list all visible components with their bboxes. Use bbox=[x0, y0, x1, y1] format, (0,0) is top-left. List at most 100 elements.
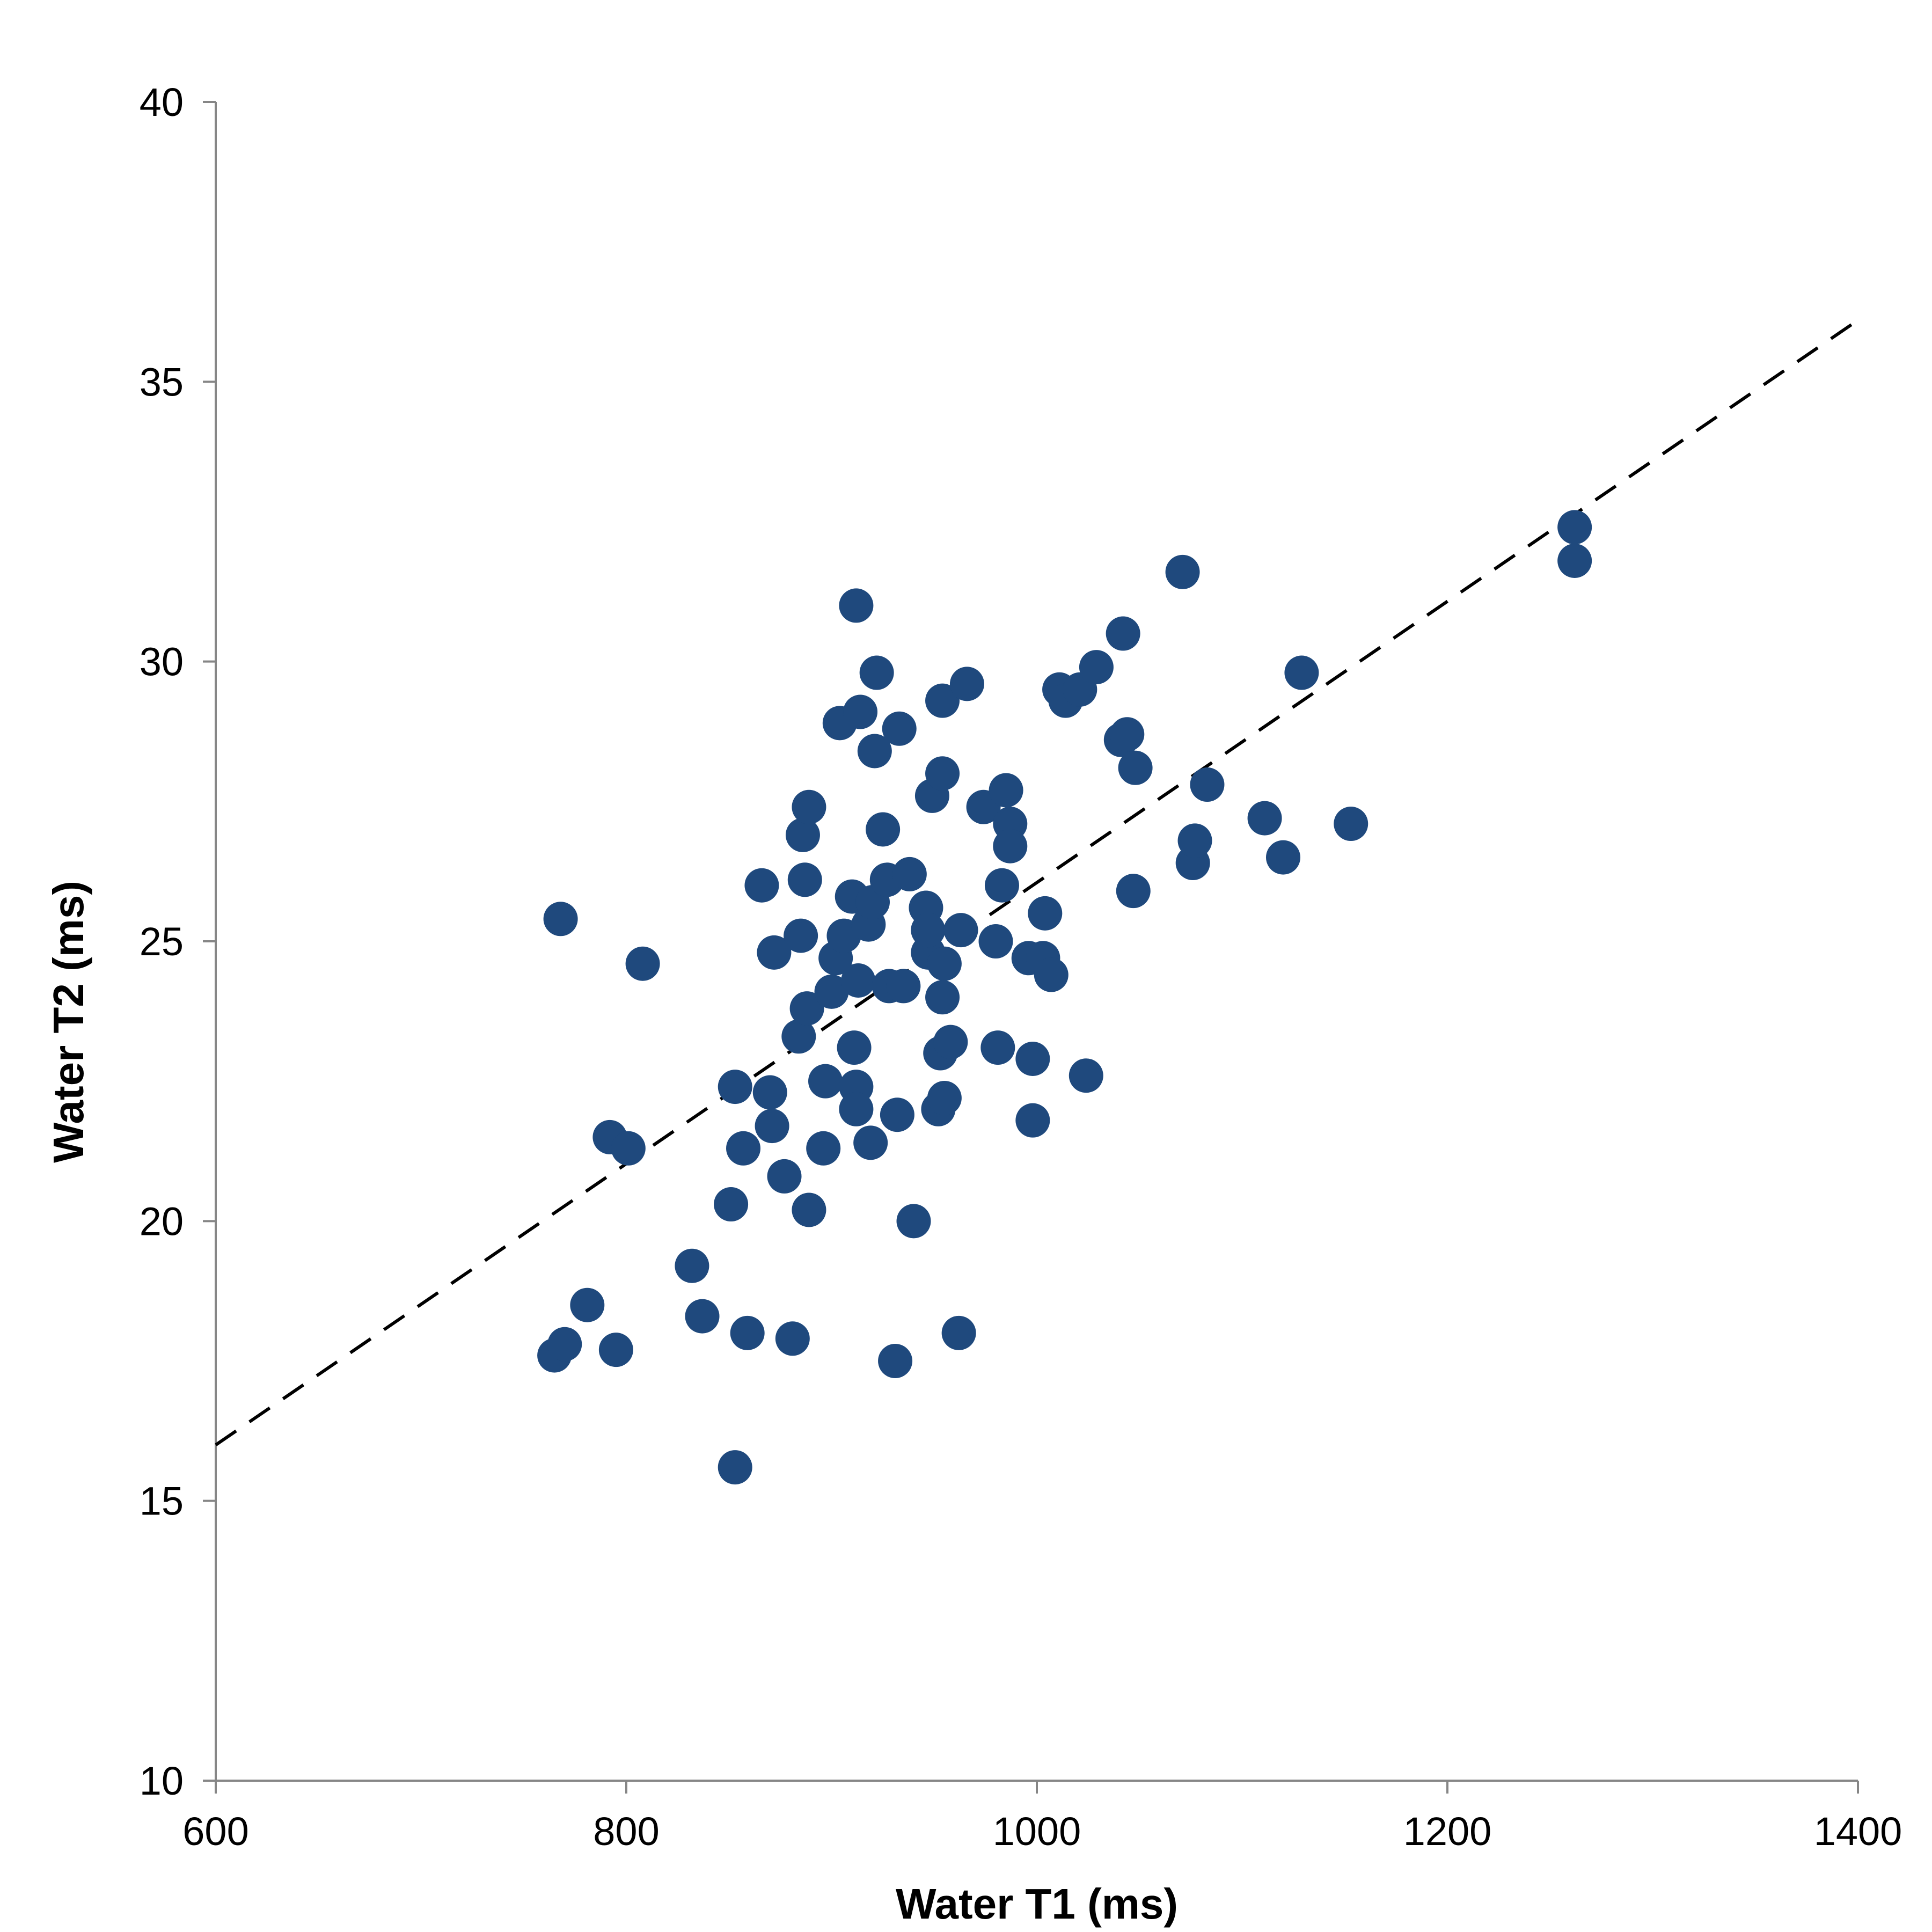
data-point bbox=[933, 1024, 968, 1059]
data-point bbox=[1247, 801, 1282, 836]
x-tick-label: 600 bbox=[182, 1809, 248, 1854]
x-tick-label: 800 bbox=[593, 1809, 659, 1854]
x-tick-label: 1200 bbox=[1403, 1809, 1492, 1854]
data-point bbox=[882, 711, 917, 746]
data-point bbox=[784, 918, 818, 953]
data-point bbox=[1266, 840, 1300, 875]
data-point bbox=[730, 1315, 765, 1350]
y-tick-label: 10 bbox=[140, 1759, 184, 1803]
data-point bbox=[806, 1131, 841, 1166]
data-point bbox=[1190, 767, 1225, 802]
y-tick-label: 15 bbox=[140, 1479, 184, 1524]
data-point bbox=[886, 969, 921, 1004]
y-tick-label: 30 bbox=[140, 640, 184, 684]
data-point bbox=[925, 980, 960, 1015]
data-point bbox=[839, 588, 874, 623]
data-point bbox=[792, 789, 826, 824]
data-point bbox=[744, 868, 779, 903]
data-point bbox=[1177, 823, 1212, 858]
data-point bbox=[767, 1159, 802, 1194]
data-point bbox=[1557, 543, 1592, 578]
data-point bbox=[625, 946, 660, 981]
data-point bbox=[941, 1315, 976, 1350]
data-point bbox=[1106, 616, 1140, 651]
data-point bbox=[989, 773, 1023, 808]
y-tick-label: 35 bbox=[140, 360, 184, 404]
data-point bbox=[841, 963, 876, 998]
data-point bbox=[752, 1075, 787, 1110]
data-point bbox=[789, 991, 824, 1026]
x-axis-title: Water T1 (ms) bbox=[896, 1880, 1178, 1928]
data-point bbox=[925, 683, 960, 718]
data-point bbox=[775, 1321, 810, 1356]
data-point bbox=[787, 862, 822, 897]
data-point bbox=[1015, 1041, 1050, 1076]
data-point bbox=[1116, 874, 1151, 909]
x-tick-label: 1400 bbox=[1814, 1809, 1902, 1854]
data-point bbox=[880, 1097, 914, 1132]
data-point bbox=[943, 913, 978, 948]
data-point bbox=[1334, 807, 1368, 841]
data-point bbox=[839, 1092, 874, 1126]
data-point bbox=[993, 829, 1028, 863]
y-tick-label: 40 bbox=[140, 80, 184, 125]
data-point bbox=[1028, 896, 1063, 931]
data-point bbox=[611, 1131, 646, 1166]
data-point bbox=[1034, 957, 1069, 992]
data-point bbox=[1110, 717, 1145, 752]
data-point bbox=[757, 935, 792, 970]
data-points bbox=[537, 510, 1592, 1485]
data-point bbox=[843, 694, 878, 729]
data-point bbox=[911, 913, 946, 948]
data-point bbox=[792, 1192, 826, 1227]
x-ticks: 600 800 1000 1200 1400 bbox=[182, 1781, 1902, 1854]
data-point bbox=[853, 1125, 888, 1160]
data-point bbox=[857, 734, 892, 769]
data-point bbox=[892, 857, 927, 891]
data-point bbox=[878, 1344, 913, 1378]
data-point bbox=[978, 924, 1013, 958]
data-point bbox=[808, 1064, 843, 1099]
data-point bbox=[755, 1109, 789, 1144]
data-point bbox=[949, 667, 984, 701]
data-point bbox=[598, 1333, 633, 1367]
data-point bbox=[714, 1187, 749, 1222]
data-point bbox=[675, 1248, 709, 1283]
trendline-group bbox=[215, 319, 1859, 1446]
data-point bbox=[859, 655, 894, 690]
y-tick-label: 25 bbox=[140, 919, 184, 964]
y-ticks: 10 15 20 25 30 35 40 bbox=[140, 80, 216, 1803]
x-tick-label: 1000 bbox=[993, 1809, 1081, 1854]
data-point bbox=[837, 1030, 872, 1065]
data-point bbox=[1079, 650, 1114, 685]
data-point bbox=[1165, 554, 1200, 589]
data-point bbox=[896, 1204, 931, 1239]
data-point bbox=[685, 1299, 720, 1334]
data-point bbox=[927, 1080, 962, 1115]
data-point bbox=[925, 756, 960, 791]
trendline bbox=[215, 319, 1859, 1446]
data-point bbox=[1015, 1103, 1050, 1138]
data-point bbox=[1069, 1058, 1103, 1093]
y-tick-label: 20 bbox=[140, 1199, 184, 1243]
data-point bbox=[984, 868, 1019, 903]
y-axis-title: Water T2 (ms) bbox=[45, 881, 92, 1163]
data-point bbox=[866, 812, 901, 847]
data-point bbox=[781, 1019, 816, 1054]
data-point bbox=[1118, 750, 1153, 785]
data-point bbox=[718, 1070, 752, 1104]
data-point bbox=[785, 817, 820, 852]
data-point bbox=[570, 1287, 605, 1322]
data-point bbox=[927, 946, 962, 981]
data-point bbox=[814, 974, 849, 1009]
data-point bbox=[726, 1131, 761, 1166]
data-point bbox=[718, 1450, 752, 1485]
data-point bbox=[1557, 510, 1592, 545]
data-point bbox=[547, 1327, 582, 1362]
data-point bbox=[543, 902, 578, 936]
axes bbox=[215, 102, 1858, 1782]
data-point bbox=[980, 1030, 1015, 1065]
data-point bbox=[1284, 655, 1319, 690]
